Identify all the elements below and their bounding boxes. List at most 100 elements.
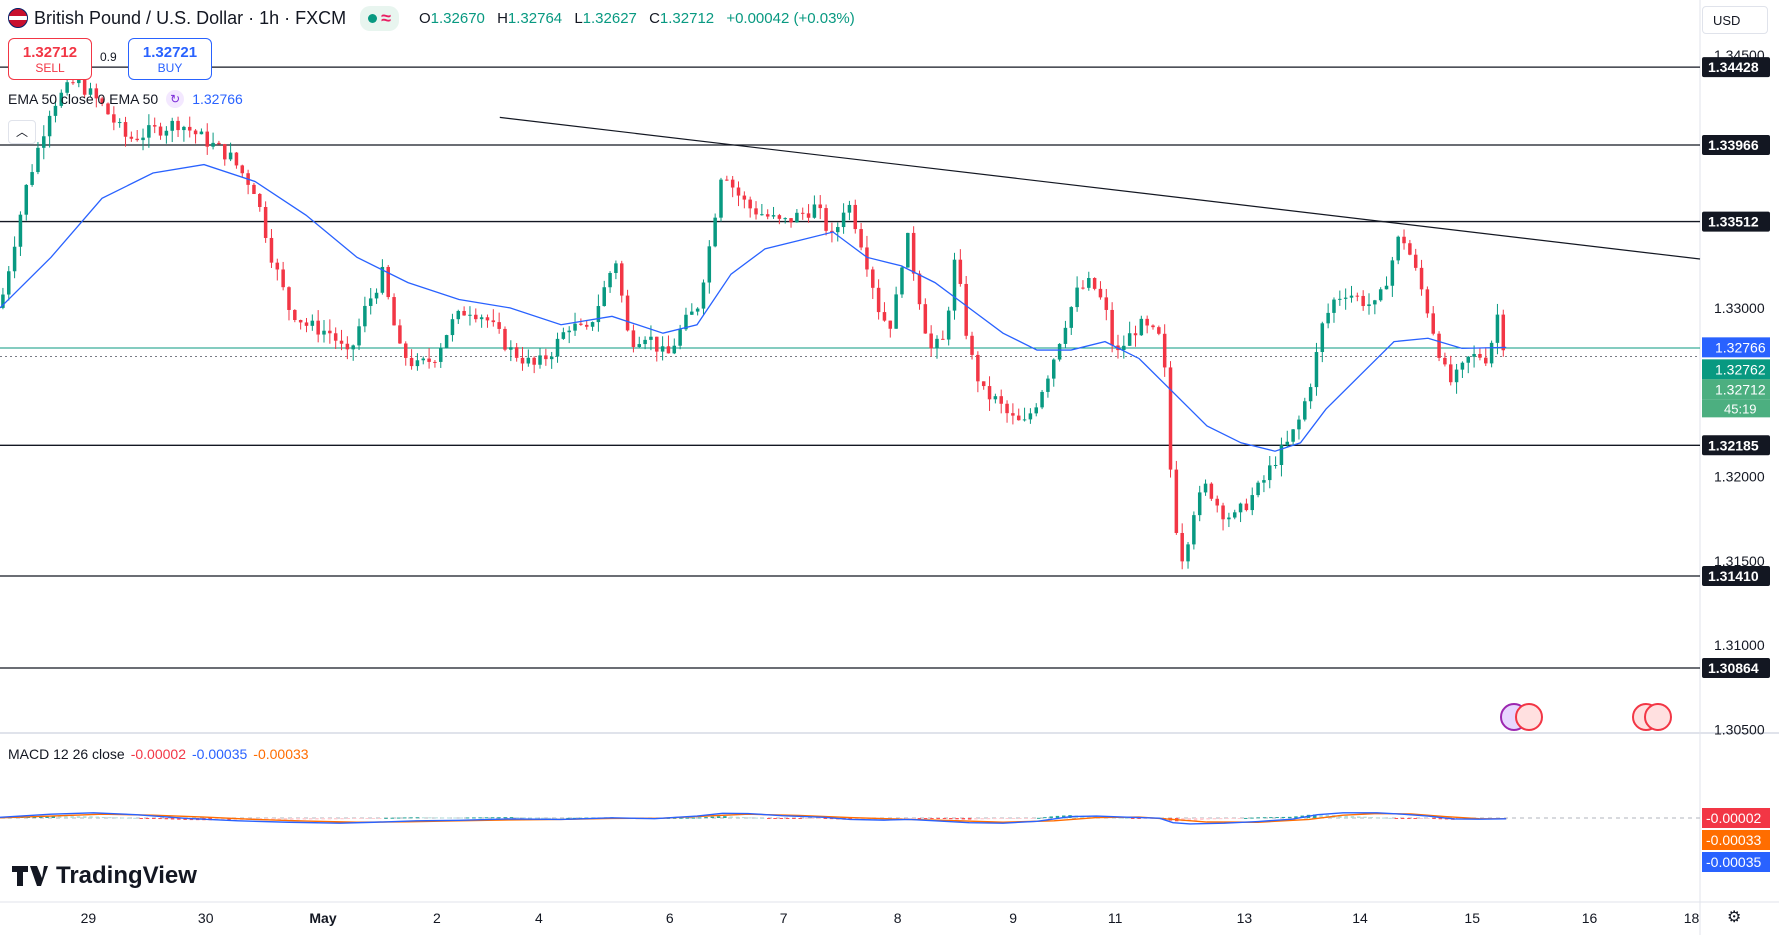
macd-legend[interactable]: MACD 12 26 close -0.00002 -0.00035 -0.00… [8,746,309,762]
candle-body [596,306,601,323]
candle-body [152,125,157,127]
macd-histogram-bar [1356,816,1361,818]
macd-histogram-bar [974,818,978,820]
gbp-usd-flag-icon [8,8,28,28]
macd-histogram-bar [120,817,125,819]
candle-body [1460,362,1465,370]
candle-body [240,165,245,174]
collapse-legend-button[interactable]: ︿ [8,120,36,144]
candle-body [923,304,928,334]
settings-gear-icon[interactable]: ⚙ [1727,909,1742,926]
candle-body [281,269,285,288]
candle-body [1378,289,1383,301]
candle-body [579,323,583,325]
high-price-tag-bg [1702,359,1770,380]
candle-body [1145,318,1149,326]
candle-body [1402,236,1406,244]
candle-body [1297,419,1301,430]
candle-body [357,326,361,346]
candle-body [24,184,29,215]
candle-body [841,212,846,228]
candle-body [695,308,700,312]
level-tag-bg-1 [1702,135,1770,156]
candle-body [182,126,186,131]
macd-histogram-bar [779,818,784,819]
candle-body [526,357,531,364]
macd-histogram-bar [767,818,771,819]
candle-body [205,131,209,147]
price-tick-label-7: 1.31000 [1714,637,1765,653]
macd-hist-tag-bg [1702,808,1770,828]
macd-histogram-bar [785,818,790,819]
event-us-flag-icon-3[interactable] [1644,703,1672,731]
candle-body [1308,387,1313,402]
candle-body [409,357,414,367]
candle-body [503,328,507,350]
time-tick-label-3: 2 [433,910,441,926]
candle-body [158,126,163,136]
macd-histogram-bar [264,818,269,820]
candle-body [234,152,239,166]
candle-body [18,214,23,247]
macd-histogram-bar [283,818,288,820]
refresh-icon[interactable]: ↻ [166,90,185,108]
candle-body [1127,333,1132,346]
candle-body [625,295,630,331]
macd-histogram-bar [1005,818,1009,819]
chart-header: British Pound / U.S. Dollar · 1h · FXCM … [0,0,863,36]
candle-body [719,179,723,218]
market-status[interactable]: ≈ [360,5,399,31]
macd-histogram-bar [1231,818,1235,819]
candle-body [701,282,706,309]
trendline [499,116,1701,260]
tradingview-logo[interactable]: TradingView [12,862,197,890]
macd-histogram-bar [346,818,351,819]
candle-body [1069,307,1074,328]
macd-histogram-bar [967,818,972,820]
candle-body [304,322,309,326]
candle-body [707,246,712,283]
macd-histogram-bar [729,816,733,818]
macd-histogram-bar [340,818,344,820]
candle-body [1081,287,1085,289]
countdown: 45:19 [1724,401,1757,416]
macd-histogram-bar [685,817,689,819]
candle-body [1472,354,1476,357]
candle-body [789,218,793,223]
macd-histogram-bar [396,817,401,819]
candle-body [818,204,822,209]
macd-histogram-bar [472,817,476,819]
candle-body [363,305,367,327]
candle-body [760,214,764,216]
macd-histogram-bar [528,817,533,819]
candle-body [637,344,642,348]
macd-histogram-bar [1062,815,1066,818]
macd-histogram-bar [553,817,558,819]
candle-body [1098,288,1103,298]
currency-selector[interactable]: USD [1702,6,1768,34]
candle-body [906,232,910,268]
macd-histogram-bar [509,817,514,819]
candle-body [631,330,636,348]
macd-histogram-bar [390,817,394,819]
macd-histogram-bar [541,817,545,819]
price-tick-label-5: 1.32000 [1714,469,1765,485]
macd-histogram-bar [1419,818,1424,819]
buy-button[interactable]: 1.32721 BUY [128,38,212,80]
candle-body [1303,401,1307,420]
candle-body [1454,369,1459,383]
candle-body [830,230,834,233]
macd-histogram-bar [817,818,821,819]
macd-histogram-bar [911,818,915,819]
candle-body [94,88,99,99]
candle-body [386,266,390,298]
ema-legend[interactable]: EMA 50 close 0 EMA 50 ↻ 1.32766 [8,90,243,108]
macd-histogram-bar [516,817,520,819]
sell-button[interactable]: 1.32712 SELL [8,38,92,80]
event-us-flag-icon[interactable] [1515,703,1543,731]
macd-histogram-bar [177,818,181,820]
macd-histogram-bar [101,817,106,819]
macd-histogram-bar [321,818,325,820]
symbol-title[interactable]: British Pound / U.S. Dollar · 1h · FXCM [34,7,347,28]
